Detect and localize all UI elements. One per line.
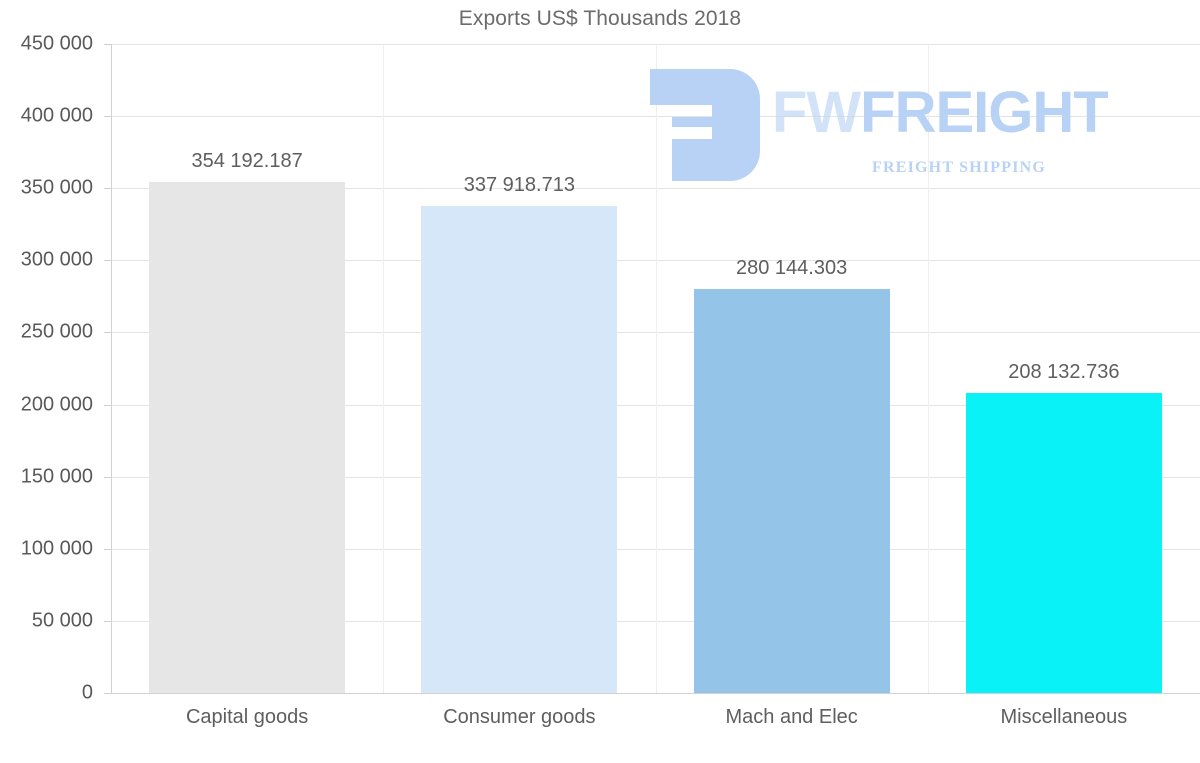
- gridline-vertical: [383, 44, 384, 693]
- y-axis-tick-label: 150 000: [20, 465, 93, 488]
- gridline-horizontal: [111, 476, 1200, 478]
- y-axis-tick-mark: [104, 476, 112, 478]
- y-axis-tick-mark: [104, 404, 112, 406]
- y-axis-tick-label: 0: [81, 681, 93, 704]
- y-axis-tick-mark: [104, 188, 112, 190]
- category-label: Consumer goods: [443, 706, 596, 728]
- gridline-horizontal: [111, 548, 1200, 550]
- bar-value-label: 337 918.713: [463, 173, 575, 196]
- y-axis-tick-mark: [104, 116, 112, 118]
- y-axis-tick-label: 200 000: [20, 393, 93, 416]
- category-label: Capital goods: [185, 706, 309, 728]
- bar[interactable]: [965, 392, 1162, 693]
- y-axis-tick-label: 250 000: [20, 320, 93, 343]
- y-axis-tick-mark: [104, 44, 112, 45]
- gridline-horizontal: [111, 260, 1200, 262]
- bar[interactable]: [693, 288, 890, 693]
- y-axis-tick-label: 350 000: [20, 176, 93, 199]
- gridline-horizontal: [111, 44, 1200, 45]
- gridline-horizontal: [111, 620, 1200, 622]
- y-axis-tick-label: 400 000: [20, 104, 93, 127]
- y-axis-tick-mark: [104, 548, 112, 550]
- gridline-vertical: [928, 44, 929, 693]
- y-axis-tick-label: 300 000: [20, 248, 93, 271]
- gridline-horizontal: [111, 404, 1200, 406]
- bar-value-label: 280 144.303: [736, 256, 848, 279]
- y-axis-tick-mark: [104, 693, 112, 694]
- plot-area: [111, 44, 1200, 693]
- gridline-horizontal: [111, 188, 1200, 190]
- y-axis-tick-label: 100 000: [20, 537, 93, 560]
- gridline-vertical: [656, 44, 657, 693]
- bar[interactable]: [421, 205, 618, 693]
- bar-value-label: 208 132.736: [1008, 360, 1120, 383]
- chart-title: Exports US$ Thousands 2018: [458, 7, 742, 30]
- bar-value-label: 354 192.187: [191, 150, 303, 173]
- y-axis-tick-mark: [104, 620, 112, 622]
- y-axis-tick-label: 50 000: [31, 609, 93, 632]
- category-label: Mach and Elec: [725, 706, 858, 728]
- y-axis-tick-mark: [104, 260, 112, 262]
- category-label: Miscellaneous: [1000, 706, 1128, 728]
- x-axis-line: [111, 693, 1200, 694]
- y-axis-line: [111, 44, 112, 694]
- bar[interactable]: [149, 182, 346, 693]
- gridline-horizontal: [111, 332, 1200, 334]
- y-axis-tick-mark: [104, 332, 112, 334]
- y-axis-tick-label: 450 000: [20, 32, 93, 55]
